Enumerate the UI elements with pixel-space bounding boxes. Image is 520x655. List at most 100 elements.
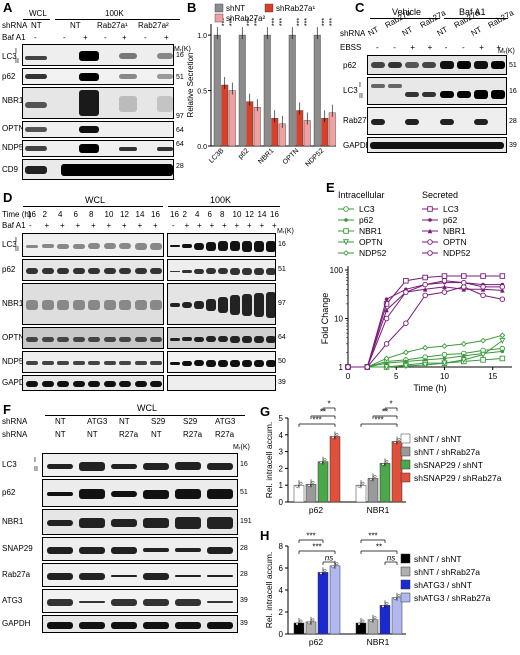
d-protein-label: NBR1	[2, 299, 24, 308]
e-point	[343, 250, 349, 256]
a-cd9-label: CD9	[2, 165, 19, 174]
f-blot	[42, 537, 238, 561]
e-point	[402, 363, 409, 370]
f-band	[143, 598, 169, 606]
f-band	[79, 572, 105, 580]
d-baf-wcl: +	[44, 221, 50, 230]
e-legend-label: NBR1	[443, 226, 466, 236]
a-mk-28: 28	[176, 163, 184, 170]
d-time-wcl: 14	[135, 210, 145, 219]
d-band	[103, 300, 116, 310]
e-legend-label: p62	[443, 215, 457, 225]
h-sig-label: ***	[312, 543, 321, 552]
e-point	[427, 250, 433, 256]
d-band	[57, 381, 69, 387]
b-bar	[271, 118, 279, 147]
f-band	[79, 546, 105, 554]
c-p62-blot	[367, 55, 507, 75]
h-sig-label: ***	[306, 532, 315, 541]
e-point	[422, 287, 428, 292]
f-band	[175, 462, 201, 470]
d-band	[26, 268, 38, 274]
d-marker: 97	[278, 300, 286, 307]
panel-a-label: A	[3, 0, 13, 15]
d-band	[266, 292, 275, 318]
d-band	[119, 361, 131, 365]
f-row2-lane: R27a	[183, 430, 203, 439]
h-y-tick-label: 0	[279, 630, 284, 639]
e-point	[345, 364, 351, 370]
d-band	[150, 300, 162, 310]
e-point	[343, 206, 349, 212]
d-time-wcl: 16	[27, 210, 36, 219]
panel-f-label: F	[3, 402, 11, 417]
e-point	[441, 289, 448, 295]
b-sig-label: ***	[229, 18, 236, 26]
a-shrna-label: shRNA	[2, 21, 28, 30]
b-x-tick-label: NBR1	[257, 147, 275, 165]
h-legend-swatch	[400, 553, 411, 564]
g-dot	[385, 459, 389, 463]
b-bar	[328, 112, 336, 147]
h-bar	[329, 565, 341, 635]
f-band	[175, 489, 201, 499]
b-sig-label: ***	[279, 18, 286, 26]
d-band	[206, 359, 216, 367]
d-band	[26, 381, 38, 387]
d-marker: 16	[278, 241, 286, 248]
c-shrna-lane: NT	[469, 24, 484, 38]
c-ebss-label: EBSS	[340, 43, 362, 52]
d-blot-100k	[167, 375, 276, 391]
h-y-tick-label: 6	[279, 564, 284, 573]
f-band	[143, 462, 169, 470]
d-time-100k: 14	[257, 210, 267, 219]
d-baf-100k: +	[234, 221, 240, 230]
a-nbr1-label: NBR1	[2, 96, 24, 105]
d-time-100k: 4	[195, 210, 200, 219]
b-bar	[228, 90, 236, 147]
d-band	[206, 299, 216, 311]
panel-h-label: H	[260, 528, 270, 543]
d-band	[88, 336, 100, 342]
panel-c-label: C	[355, 0, 365, 15]
b-legend-swatch	[214, 13, 224, 23]
d-band	[218, 336, 228, 342]
f-marker: 16	[240, 461, 248, 468]
f-band	[143, 548, 169, 552]
e-point	[500, 288, 505, 293]
a-baf-1: -	[34, 33, 37, 42]
d-protein-label: LC3	[2, 240, 17, 249]
d-band	[242, 240, 252, 252]
b-y-tick-label: 0.0	[197, 144, 207, 151]
a-nt2-label: NT	[70, 21, 81, 30]
d-band	[103, 243, 116, 249]
e-point	[461, 279, 467, 286]
e-legend-title-intracellular: Intracellular	[338, 190, 385, 200]
e-legend-label: LC3	[359, 204, 375, 214]
f-band	[47, 492, 73, 496]
f-band	[207, 462, 233, 470]
e-legend-label: NDP52	[443, 248, 471, 258]
f-blot	[42, 563, 238, 587]
b-bar	[253, 106, 261, 147]
c-lc3-label: LC3	[343, 86, 358, 95]
c-bafa1-label: Baf A1	[459, 7, 486, 17]
d-band	[182, 360, 192, 366]
h-dot	[295, 622, 299, 626]
f-band	[79, 621, 105, 629]
f-band	[79, 601, 105, 603]
e-point	[383, 364, 390, 371]
g-bar	[329, 436, 341, 503]
g-dot	[295, 484, 299, 488]
h-y-tick-label: 8	[279, 542, 284, 551]
e-point	[402, 349, 409, 356]
f-band	[111, 546, 137, 554]
d-band	[242, 335, 252, 343]
e-point	[461, 273, 467, 279]
e-x-tick-label: 5	[394, 372, 399, 381]
d-band	[88, 268, 100, 274]
d-band	[57, 300, 69, 310]
f-band	[175, 598, 201, 606]
d-band	[72, 268, 85, 274]
f-marker: 28	[240, 571, 248, 578]
